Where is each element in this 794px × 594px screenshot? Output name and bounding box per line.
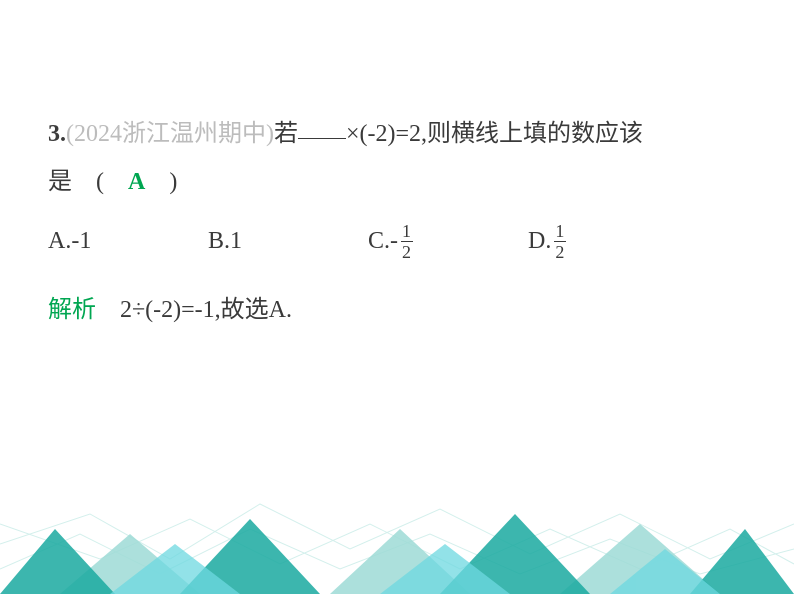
decorative-footer	[0, 474, 794, 594]
answer-letter: A	[128, 169, 145, 195]
option-d: D. 1 2	[528, 222, 648, 261]
option-c-fraction: 1 2	[400, 222, 413, 261]
option-d-numerator: 1	[553, 222, 566, 240]
explanation-text: 2÷(-2)=-1,故选A.	[120, 297, 292, 323]
option-d-denominator: 2	[553, 243, 566, 261]
option-c: C.- 1 2	[368, 222, 528, 261]
option-d-prefix: D.	[528, 228, 551, 255]
option-a: A.-1	[48, 228, 208, 255]
stem-line2-prefix: 是 (	[48, 169, 128, 195]
option-c-numerator: 1	[400, 222, 413, 240]
options-row: A.-1 B.1 C.- 1 2 D. 1 2	[48, 222, 746, 261]
blank-underline	[298, 115, 346, 139]
stem-line2-suffix: )	[145, 169, 177, 195]
option-d-fraction: 1 2	[553, 222, 566, 261]
question-stem-line2: 是 ( A )	[48, 158, 746, 206]
option-b: B.1	[208, 228, 368, 255]
stem-part1: 若	[274, 121, 298, 147]
option-c-prefix: C.-	[368, 228, 398, 255]
explanation-label: 解析	[48, 297, 96, 323]
question-source: (2024浙江温州期中)	[66, 121, 274, 147]
option-b-label: B.1	[208, 228, 242, 255]
stem-part2: ×(-2)=2,则横线上填的数应该	[346, 121, 643, 147]
option-c-denominator: 2	[400, 243, 413, 261]
explanation-row: 解析 2÷(-2)=-1,故选A.	[48, 289, 746, 324]
option-a-label: A.-1	[48, 228, 91, 255]
question-block: 3.(2024浙江温州期中)若 ×(-2)=2,则横线上填的数应该 是 ( A )…	[0, 0, 794, 324]
question-number: 3.	[48, 121, 66, 147]
question-stem-line1: 3.(2024浙江温州期中)若 ×(-2)=2,则横线上填的数应该	[48, 110, 746, 158]
